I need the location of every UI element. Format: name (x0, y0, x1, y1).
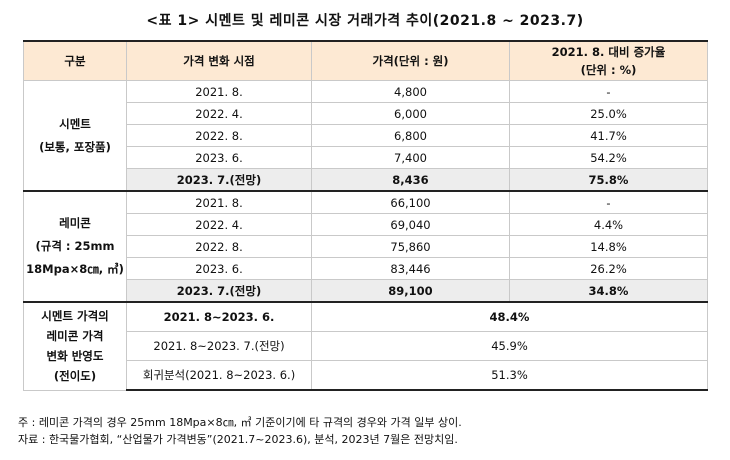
header-rate-line2: (단위 : %) (580, 63, 637, 77)
header-date: 가격 변화 시점 (126, 41, 312, 81)
cement-price: 6,000 (311, 102, 510, 125)
remicon-date: 2022. 4. (126, 213, 312, 236)
pass-through-period: 회귀분석(2021. 8~2023. 6.) (126, 360, 312, 391)
header-category: 구분 (23, 41, 127, 81)
cement-rate: 41.7% (509, 124, 708, 147)
price-table: 구분 가격 변화 시점 가격(단위 : 원) 2021. 8. 대비 증가율 (… (23, 40, 708, 391)
table-row: 2023. 6. 83,446 26.2% (24, 257, 708, 280)
table-row: 2022. 4. 69,040 4.4% (24, 213, 708, 236)
cement-rate: - (509, 80, 708, 103)
remicon-price: 83,446 (311, 257, 510, 280)
remicon-date: 2021. 8. (126, 190, 312, 214)
header-rate: 2021. 8. 대비 증가율 (단위 : %) (509, 41, 708, 81)
cement-date: 2023. 6. (126, 146, 312, 169)
footnote-source: 자료 : 한국물가협회, “산업물가 가격변동”(2021.7~2023.6),… (18, 433, 458, 446)
table-row: 회귀분석(2021. 8~2023. 6.) 51.3% (24, 360, 708, 391)
table-row: 2023. 6. 7,400 54.2% (24, 146, 708, 169)
remicon-date: 2023. 7.(전망) (126, 279, 312, 303)
pass-through-label-line2: 레미콘 가격 (46, 329, 104, 344)
pass-through-value: 48.4% (311, 301, 708, 332)
cement-price: 4,800 (311, 80, 510, 103)
pass-through-value: 51.3% (311, 360, 708, 391)
pass-through-value: 45.9% (311, 331, 708, 361)
table-row: 2022. 8. 75,860 14.8% (24, 235, 708, 258)
cement-date: 2022. 4. (126, 102, 312, 125)
cement-date: 2021. 8. (126, 80, 312, 103)
remicon-label: 레미콘 (규격 : 25mm 18Mpa×8㎝, ㎥) (23, 190, 127, 303)
remicon-date: 2023. 6. (126, 257, 312, 280)
cement-rate: 54.2% (509, 146, 708, 169)
pass-through-period: 2021. 8~2023. 7.(전망) (126, 331, 312, 361)
table-row: 2022. 4. 6,000 25.0% (24, 102, 708, 125)
remicon-label-line2: (규격 : 25mm (35, 239, 115, 253)
cement-price: 7,400 (311, 146, 510, 169)
remicon-rate: 4.4% (509, 213, 708, 236)
remicon-rate: 34.8% (509, 279, 708, 303)
table-row: 레미콘 (규격 : 25mm 18Mpa×8㎝, ㎥) 2021. 8. 66,… (23, 190, 708, 303)
table-row: 시멘트 (보통, 포장품) 2021. 8. 4,800 - (23, 80, 708, 192)
header-price: 가격(단위 : 원) (311, 41, 510, 81)
table-row: 2022. 8. 6,800 41.7% (24, 124, 708, 147)
header-rate-line1: 2021. 8. 대비 증가율 (551, 44, 666, 59)
pass-through-period: 2021. 8~2023. 6. (126, 301, 312, 332)
table-row-forecast: 2023. 7.(전망) 8,436 75.8% (24, 168, 708, 192)
remicon-label-line3: 18Mpa×8㎝, ㎥) (26, 262, 124, 276)
remicon-date: 2022. 8. (126, 235, 312, 258)
table-row: 2021. 8~2023. 7.(전망) 45.9% (24, 331, 708, 361)
cement-price: 6,800 (311, 124, 510, 147)
cement-rate: 25.0% (509, 102, 708, 125)
remicon-price: 75,860 (311, 235, 510, 258)
table-row: 시멘트 가격의 레미콘 가격 변화 반영도 (전이도) 2021. 8~2023… (23, 301, 708, 391)
pass-through-label-line4: (전이도) (53, 369, 97, 384)
cement-label-line1: 시멘트 (59, 116, 91, 131)
cement-rate: 75.8% (509, 168, 708, 192)
remicon-price: 89,100 (311, 279, 510, 303)
table-title: <표 1> 시멘트 및 레미콘 시장 거래가격 추이(2021.8 ~ 2023… (146, 13, 584, 29)
cement-label: 시멘트 (보통, 포장품) (23, 80, 127, 192)
remicon-rate: 26.2% (509, 257, 708, 280)
footnotes: 주 : 레미콘 가격의 경우 25mm 18Mpa×8㎝, ㎥ 기준이기에 타 … (18, 414, 462, 448)
cement-price: 8,436 (311, 168, 510, 192)
remicon-price: 66,100 (311, 190, 510, 214)
pass-through-label: 시멘트 가격의 레미콘 가격 변화 반영도 (전이도) (23, 301, 127, 391)
remicon-label-line1: 레미콘 (59, 216, 91, 230)
pass-through-label-line3: 변화 반영도 (46, 349, 104, 364)
table-row-forecast: 2023. 7.(전망) 89,100 34.8% (24, 279, 708, 303)
cement-date: 2022. 8. (126, 124, 312, 147)
remicon-rate: - (509, 190, 708, 214)
remicon-price: 69,040 (311, 213, 510, 236)
cement-label-line2: (보통, 포장품) (39, 139, 111, 154)
pass-through-label-line1: 시멘트 가격의 (41, 309, 109, 323)
remicon-rate: 14.8% (509, 235, 708, 258)
footnote-note: 주 : 레미콘 가격의 경우 25mm 18Mpa×8㎝, ㎥ 기준이기에 타 … (18, 416, 462, 429)
cement-date: 2023. 7.(전망) (126, 168, 312, 192)
